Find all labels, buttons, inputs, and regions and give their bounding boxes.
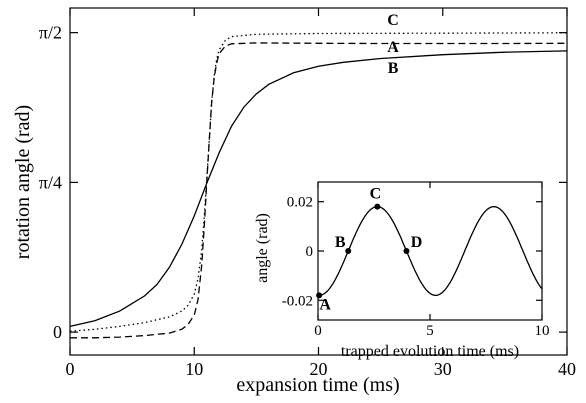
inset-marker-label-b: B (335, 234, 346, 251)
inset-marker-b (345, 248, 352, 254)
inset-background (316, 181, 542, 321)
main-x-tick-label: 20 (310, 359, 328, 379)
curve-label-a: A (387, 39, 399, 56)
curve-label-c: C (387, 12, 399, 29)
main-x-tick-label: 10 (185, 359, 203, 379)
inset-marker-d (403, 248, 410, 254)
inset-marker-label-c: C (370, 186, 382, 203)
inset-marker-label-a: A (319, 296, 331, 313)
inset-x-axis-title: trapped evolution time (ms) (341, 343, 519, 360)
inset-y-axis-title: angle (rad) (254, 213, 271, 283)
main-y-tick-label: π/2 (39, 23, 62, 43)
inset-x-tick-label: 5 (426, 323, 434, 339)
inset-y-tick-label: -0.02 (282, 293, 313, 309)
main-x-tick-label: 0 (66, 359, 75, 379)
main-y-tick-label: π/4 (39, 172, 62, 192)
inset-marker-label-d: D (411, 234, 423, 251)
main-x-tick-label: 30 (434, 359, 452, 379)
inset-marker-a (316, 292, 323, 299)
main-x-tick-label: 40 (558, 359, 576, 379)
inset-x-tick-label: 10 (535, 323, 550, 339)
curve-label-b: B (388, 60, 399, 77)
inset-y-tick-label: 0 (306, 244, 314, 260)
main-y-axis-title: rotation angle (rad) (12, 105, 34, 259)
inset-x-tick-label: 0 (314, 323, 322, 339)
inset-y-tick-label: 0.02 (287, 195, 313, 211)
inset-oscillation-line (317, 205, 543, 297)
main-y-tick-label: 0 (53, 322, 62, 342)
inset-marker-c (374, 203, 381, 210)
series-a-line (70, 42, 568, 339)
series-b-line (69, 50, 568, 328)
main-x-axis-title: expansion time (ms) (236, 374, 399, 396)
